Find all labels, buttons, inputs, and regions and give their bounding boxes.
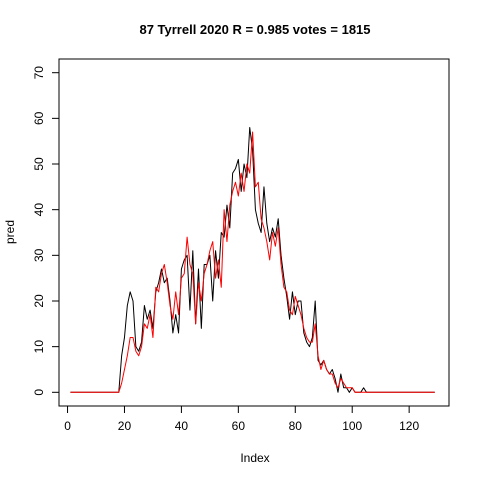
y-tick-label: 20 [32,294,46,308]
y-tick-label: 60 [32,111,46,125]
x-tick-label: 60 [232,419,246,433]
y-tick-label: 40 [32,203,46,217]
series-layer [70,126,435,393]
y-tick-label: 10 [32,340,46,354]
x-tick-label: 100 [342,419,362,433]
y-tick-label: 30 [32,248,46,262]
y-tick-label: 50 [32,157,46,171]
series-line-1 [70,126,435,393]
y-axis-label: pred [3,220,17,244]
y-axis: 0 10 20 30 40 50 60 70 [32,66,60,396]
plot-frame [58,58,450,407]
x-tick-label: 80 [289,419,303,433]
x-tick-label: 40 [175,419,189,433]
series-line-2 [70,131,435,393]
y-tick-label: 70 [32,66,46,80]
x-axis-label: Index [240,451,269,465]
chart-title: 87 Tyrrell 2020 R = 0.985 votes = 1815 [139,22,370,37]
x-tick-label: 20 [118,419,132,433]
y-tick-label: 0 [32,389,46,396]
x-tick-label: 0 [64,419,71,433]
x-axis: 0 20 40 60 80 100 120 [64,405,419,433]
x-tick-label: 120 [399,419,419,433]
